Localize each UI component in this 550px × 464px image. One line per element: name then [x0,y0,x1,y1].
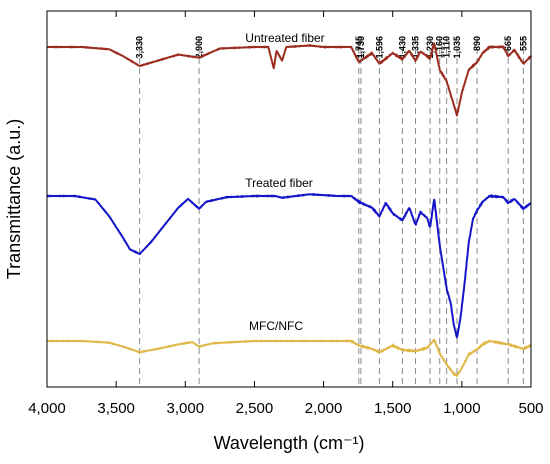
peak-marker-label: 1,730 [356,36,366,59]
y-axis-title: Transmittance (a.u.) [4,119,24,279]
series-line [46,42,532,117]
peak-marker-label: 555 [518,36,528,51]
series-line [46,338,532,377]
peak-marker-label: 3,330 [135,36,145,59]
peak-marker-label: 1,035 [452,36,462,59]
series-group: Untreated fiber Treated fiber MFC/NFC [46,31,532,377]
peak-marker-label: 2,900 [194,36,204,59]
peak-marker-label: 1,110 [442,36,452,58]
peak-marker-label: 1,596 [374,36,384,59]
peak-marker-label: 890 [472,36,482,51]
x-tick-label: 500 [518,400,543,417]
series-label: Treated fiber [245,176,313,190]
x-tick-label: 2,500 [236,400,274,417]
peak-marker-label: 1,430 [397,36,407,59]
x-axis-title: Wavelength (cm⁻¹) [214,433,365,453]
x-tick-label: 4,000 [28,400,66,417]
peak-marker-label: 1,160 [435,36,445,59]
x-tick-label: 3,000 [167,400,205,417]
peak-marker-label: 665 [503,36,513,51]
x-tick-label: 2,000 [305,400,343,417]
axes-group [46,10,532,388]
series-label: MFC/NFC [249,319,303,333]
x-tick-label: 1,500 [374,400,412,417]
series-label: Untreated fiber [245,31,324,45]
plot-frame [46,10,532,388]
series-line [46,193,532,339]
x-tick-label: 3,500 [97,400,135,417]
peak-marker-label: 1,335 [411,36,421,59]
x-tick-label: 1,000 [443,400,481,417]
peak-marker-label: 1,745 [354,36,364,59]
x-tick-group: 4,000 3,500 3,000 2,500 2,000 1,500 1,000 500 [28,11,544,417]
peak-marker-label: 1,230 [425,36,435,59]
